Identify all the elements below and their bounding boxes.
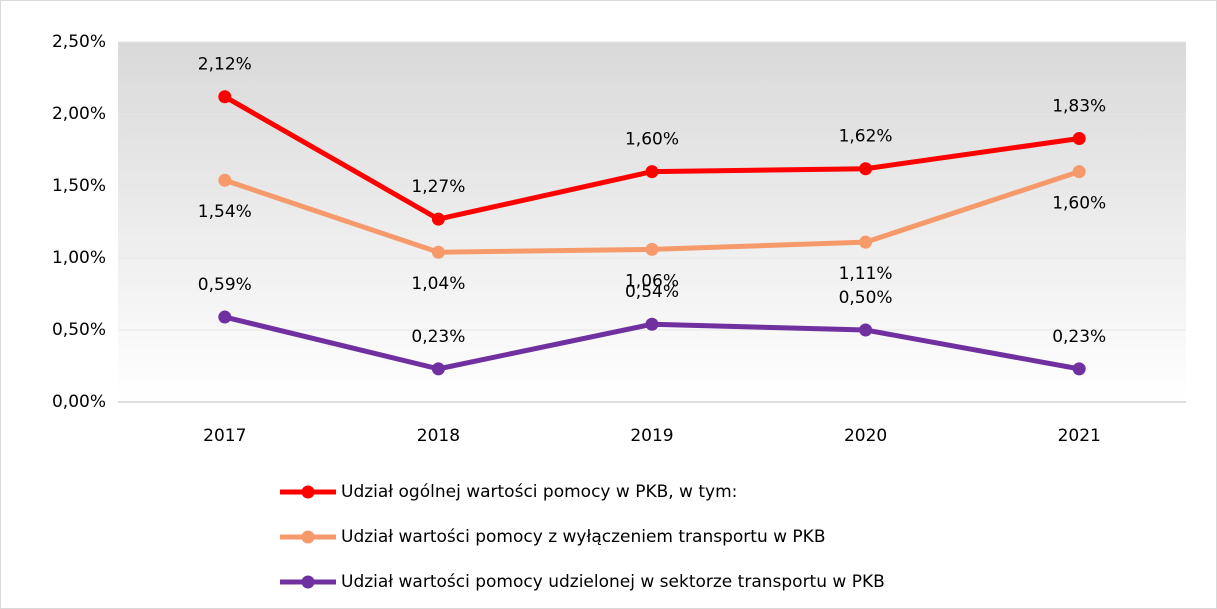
data-label: 1,60% xyxy=(1052,194,1106,214)
plot-area xyxy=(118,42,1186,402)
y-tick-label: 0,00% xyxy=(52,392,106,412)
x-tick-label: 2021 xyxy=(1058,426,1101,446)
data-point xyxy=(1072,362,1086,376)
data-label: 0,59% xyxy=(198,275,252,295)
data-point xyxy=(218,90,232,104)
data-point xyxy=(859,235,873,249)
data-label: 2,12% xyxy=(198,55,252,75)
legend-marker xyxy=(301,485,315,499)
data-label: 1,27% xyxy=(411,177,465,197)
y-tick-label: 0,50% xyxy=(52,320,106,340)
x-tick-label: 2020 xyxy=(844,426,887,446)
data-point xyxy=(1072,131,1086,145)
data-label: 1,60% xyxy=(625,130,679,150)
legend-label: Udział ogólnej wartości pomocy w PKB, w … xyxy=(341,482,737,502)
data-point xyxy=(645,317,659,331)
data-point xyxy=(218,310,232,324)
data-point xyxy=(431,245,445,259)
y-tick-label: 1,00% xyxy=(52,248,106,268)
data-point xyxy=(645,242,659,256)
data-label: 1,04% xyxy=(411,274,465,294)
y-tick-label: 1,50% xyxy=(52,176,106,196)
data-label: 1,62% xyxy=(839,127,893,147)
data-label: 1,54% xyxy=(198,202,252,222)
x-tick-label: 2017 xyxy=(203,426,246,446)
y-tick-label: 2,00% xyxy=(52,104,106,124)
y-tick-label: 2,50% xyxy=(52,32,106,52)
legend-marker xyxy=(301,575,315,589)
data-label: 0,50% xyxy=(839,288,893,308)
data-point xyxy=(431,212,445,226)
legend-label: Udział wartości pomocy udzielonej w sekt… xyxy=(341,572,885,592)
legend-marker xyxy=(301,530,315,544)
data-point xyxy=(1072,165,1086,179)
x-tick-label: 2018 xyxy=(417,426,460,446)
data-label: 1,83% xyxy=(1052,96,1106,116)
data-label: 0,23% xyxy=(411,327,465,347)
data-point xyxy=(645,165,659,179)
data-label: 0,54% xyxy=(625,282,679,302)
data-point xyxy=(431,362,445,376)
data-label: 1,06% xyxy=(625,271,679,291)
data-label: 1,11% xyxy=(839,264,893,284)
x-tick-label: 2019 xyxy=(630,426,673,446)
data-point xyxy=(218,173,232,187)
data-point xyxy=(859,323,873,337)
legend-label: Udział wartości pomocy z wyłączeniem tra… xyxy=(341,527,826,547)
data-point xyxy=(859,162,873,176)
data-label: 0,23% xyxy=(1052,327,1106,347)
